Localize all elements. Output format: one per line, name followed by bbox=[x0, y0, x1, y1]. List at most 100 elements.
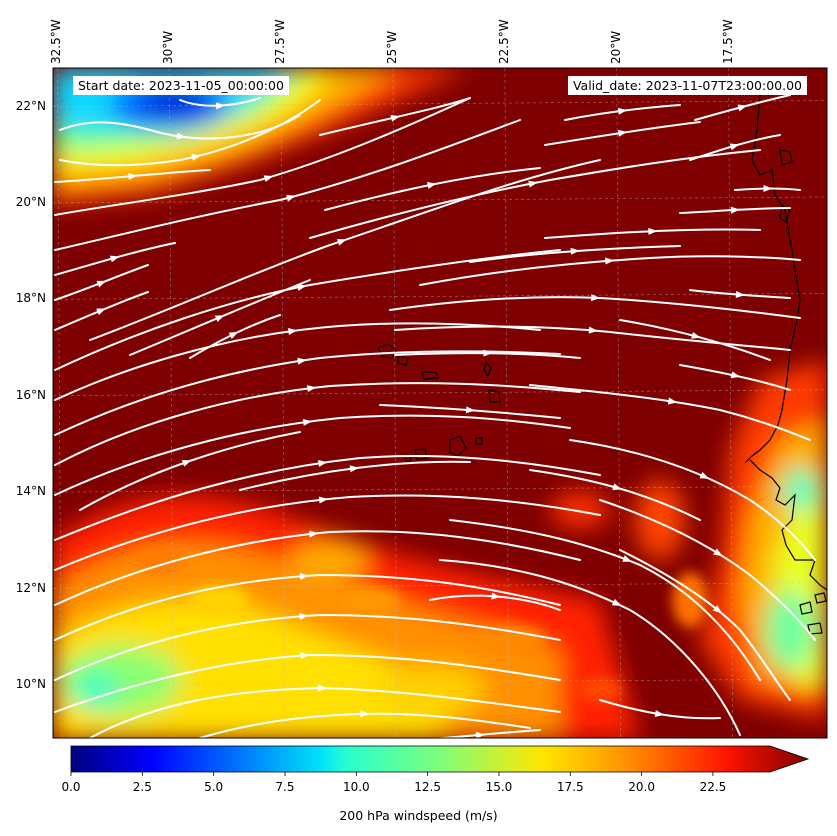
streamline-arrow bbox=[691, 331, 701, 339]
cape-verde-santiago bbox=[449, 435, 467, 457]
latitude-label: 10°N bbox=[15, 676, 46, 691]
streamline-arrow bbox=[360, 710, 370, 718]
streamline-arrow bbox=[306, 385, 317, 393]
streamline-arrow bbox=[611, 598, 622, 606]
streamline bbox=[54, 322, 541, 401]
streamline-arrow bbox=[465, 406, 476, 414]
streamline-arrow bbox=[309, 530, 319, 538]
streamline-arrow bbox=[96, 308, 106, 316]
streamline bbox=[529, 469, 701, 521]
streamline-arrow bbox=[96, 280, 107, 288]
meridian-line bbox=[392, 68, 398, 738]
streamline bbox=[54, 414, 571, 496]
longitude-label: 22.5°W bbox=[496, 19, 511, 64]
bijagos-island-2 bbox=[807, 622, 823, 635]
streamline-arrow bbox=[263, 175, 274, 183]
streamline-arrow bbox=[475, 731, 485, 738]
streamline bbox=[439, 559, 741, 736]
streamline-arrow bbox=[570, 247, 580, 255]
streamline-arrow bbox=[214, 315, 225, 323]
latitude-label: 12°N bbox=[15, 580, 46, 595]
weak-wind-region-south bbox=[53, 480, 685, 738]
longitude-label: 30°W bbox=[161, 30, 176, 64]
valid-date-label: Valid_date: 2023-11-07T23:00:00.00 bbox=[567, 76, 807, 95]
streamline-arrow bbox=[228, 331, 239, 339]
streamline-arrow bbox=[729, 143, 740, 151]
streamline-arrow bbox=[191, 153, 201, 161]
meridian-line bbox=[616, 68, 622, 738]
streamline bbox=[569, 439, 816, 561]
streamline bbox=[619, 549, 791, 701]
streamline-arrow bbox=[302, 418, 313, 426]
colorbar-label: 200 hPa windspeed (m/s) bbox=[339, 808, 498, 823]
streamline-arrow bbox=[300, 652, 310, 660]
streamline-arrow bbox=[128, 172, 138, 180]
streamline-arrow bbox=[713, 548, 723, 557]
streamline bbox=[54, 382, 581, 466]
cape-verde-boa-vista bbox=[488, 389, 501, 403]
streamline-arrow bbox=[622, 555, 632, 562]
streamline-arrow bbox=[491, 592, 501, 600]
meridian-line bbox=[57, 68, 62, 738]
streamline-arrow bbox=[318, 459, 328, 467]
map-frame bbox=[52, 67, 828, 739]
streamline bbox=[54, 613, 561, 681]
streamline-arrow bbox=[667, 397, 678, 405]
streamline-arrow bbox=[735, 290, 745, 298]
cape-verde-santo-antao bbox=[377, 343, 397, 359]
colorbar-tick-label: 5.0 bbox=[204, 780, 224, 794]
streamline bbox=[619, 319, 771, 361]
streamline bbox=[419, 255, 801, 286]
streamline bbox=[54, 530, 581, 606]
wind-field bbox=[53, 68, 827, 738]
streamline-arrow bbox=[349, 465, 360, 473]
bijagos-island-1 bbox=[799, 601, 813, 615]
streamline-arrow bbox=[317, 684, 327, 692]
streamline bbox=[89, 159, 601, 341]
africa-coastline bbox=[744, 94, 801, 464]
colorbar-tick-label: 0.0 bbox=[61, 780, 81, 794]
colorbar-tick-label: 22.5 bbox=[699, 780, 727, 794]
streamline bbox=[54, 169, 211, 183]
start-date-label: Start date: 2023-11-05_00:00:00 bbox=[73, 76, 289, 95]
streamline-arrow bbox=[215, 102, 226, 110]
colorbar-tick-label: 17.5 bbox=[556, 780, 584, 794]
streamline-arrow bbox=[299, 572, 310, 580]
colorbar-tick-label: 20.0 bbox=[628, 780, 655, 794]
bijagos-island-3 bbox=[814, 592, 827, 604]
streamline-arrow bbox=[737, 104, 748, 112]
senegal-guinea-coastline bbox=[749, 459, 827, 591]
streamline bbox=[54, 249, 561, 371]
streamline-arrow bbox=[299, 612, 309, 620]
streamline-arrow bbox=[528, 180, 538, 188]
streamlines bbox=[54, 94, 816, 738]
streamline bbox=[54, 455, 601, 541]
streamline-arrow bbox=[297, 357, 307, 365]
colorbar-tick-label: 12.5 bbox=[414, 780, 441, 794]
graticule bbox=[53, 68, 827, 738]
colorbar bbox=[70, 745, 810, 776]
latitude-label: 20°N bbox=[15, 194, 46, 209]
streamline-arrow bbox=[588, 326, 598, 334]
weak-wind-region-east bbox=[700, 360, 827, 720]
latitude-label: 14°N bbox=[15, 484, 46, 499]
meridian-line bbox=[504, 68, 510, 738]
streamline-arrow bbox=[730, 206, 740, 214]
streamline bbox=[432, 729, 541, 738]
longitude-label: 20°W bbox=[608, 30, 623, 64]
cape-verde-maio bbox=[475, 437, 483, 445]
streamline-arrow bbox=[617, 129, 628, 137]
streamline bbox=[54, 350, 561, 436]
longitude-label: 32.5°W bbox=[49, 19, 64, 64]
longitude-label: 17.5°W bbox=[720, 19, 735, 64]
streamline-arrow bbox=[336, 238, 347, 246]
streamline bbox=[544, 228, 761, 239]
streamline bbox=[54, 653, 561, 713]
streamline-arrow bbox=[176, 132, 186, 140]
longitude-label: 27.5°W bbox=[273, 19, 288, 64]
streamline-arrow bbox=[483, 349, 493, 357]
streamline-arrow bbox=[617, 107, 628, 115]
streamline-arrow bbox=[612, 483, 622, 491]
streamline-arrow bbox=[763, 185, 773, 193]
